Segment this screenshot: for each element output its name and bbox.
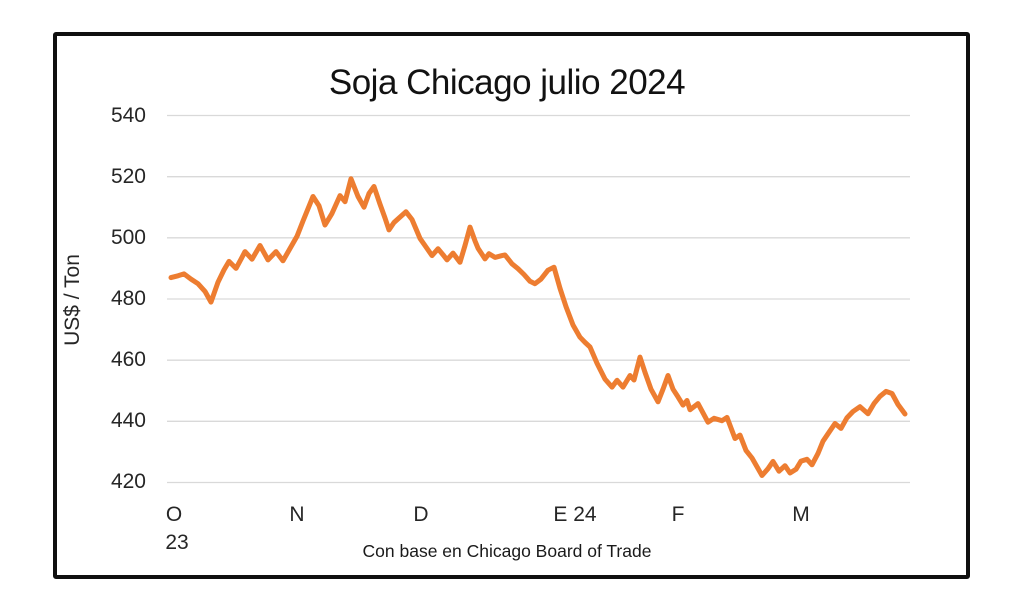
x-axis-year-note: 23 [165,531,189,554]
y-tick-label: 520 [110,164,146,188]
chart-title: Soja Chicago julio 2024 [328,63,686,102]
x-tick-label: D [413,503,429,526]
y-axis-title: US$ / Ton [61,254,84,346]
y-tick-label: 540 [110,103,146,127]
chart-caption: Con base en Chicago Board of Trade [362,541,652,561]
x-tick-label: O [165,503,183,526]
x-tick-label: N [289,503,305,526]
y-tick-label: 500 [110,225,146,249]
y-tick-label: 420 [110,470,146,494]
x-tick-label: M [792,503,810,526]
x-tick-label: F [671,503,685,526]
y-tick-label: 440 [110,409,146,433]
y-tick-label: 480 [110,286,146,310]
y-tick-label: 460 [110,348,146,372]
x-tick-label: E 24 [553,503,597,526]
chart-frame [53,32,970,579]
